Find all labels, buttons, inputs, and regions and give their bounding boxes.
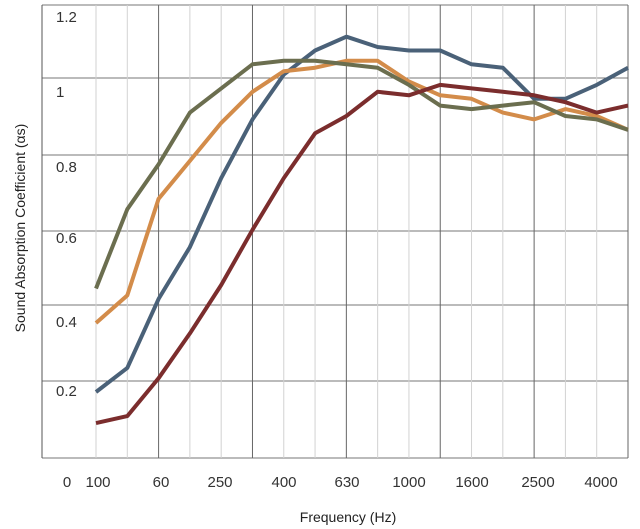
y-tick-labels: 0.2 0.4 0.6 0.8 1 1.2 xyxy=(56,9,77,400)
y-tick-label: 1 xyxy=(56,84,64,101)
x-axis-label: Frequency (Hz) xyxy=(300,509,396,525)
y-tick-label: 1.2 xyxy=(56,9,77,26)
x-tick-label: 60 xyxy=(153,474,170,491)
series-line-3 xyxy=(94,58,629,290)
series-line-2 xyxy=(94,58,629,325)
x-tick-label: 250 xyxy=(207,474,232,491)
series-lines xyxy=(94,34,629,426)
y-tick-label: 0.4 xyxy=(56,314,77,331)
grid xyxy=(41,4,629,459)
x-tick-label: 400 xyxy=(271,474,296,491)
x-tick-label: 0 xyxy=(63,474,71,491)
y-tick-label: 0.6 xyxy=(56,230,77,247)
x-tick-label: 1600 xyxy=(455,474,488,491)
x-tick-label: 4000 xyxy=(584,474,617,491)
x-tick-label: 100 xyxy=(85,474,110,491)
x-tick-label: 2500 xyxy=(521,474,554,491)
x-tick-label: 630 xyxy=(334,474,359,491)
y-tick-label: 0.8 xyxy=(56,159,77,176)
series-line-4 xyxy=(95,82,629,426)
x-tick-label: 1000 xyxy=(392,474,425,491)
series-line-1 xyxy=(94,34,629,394)
x-tick-labels: 0 100 60 250 400 630 1000 1600 2500 4000 xyxy=(63,474,618,491)
y-tick-label: 0.2 xyxy=(56,383,77,400)
y-axis-label: Sound Absorption Coefficient (αs) xyxy=(12,124,28,333)
